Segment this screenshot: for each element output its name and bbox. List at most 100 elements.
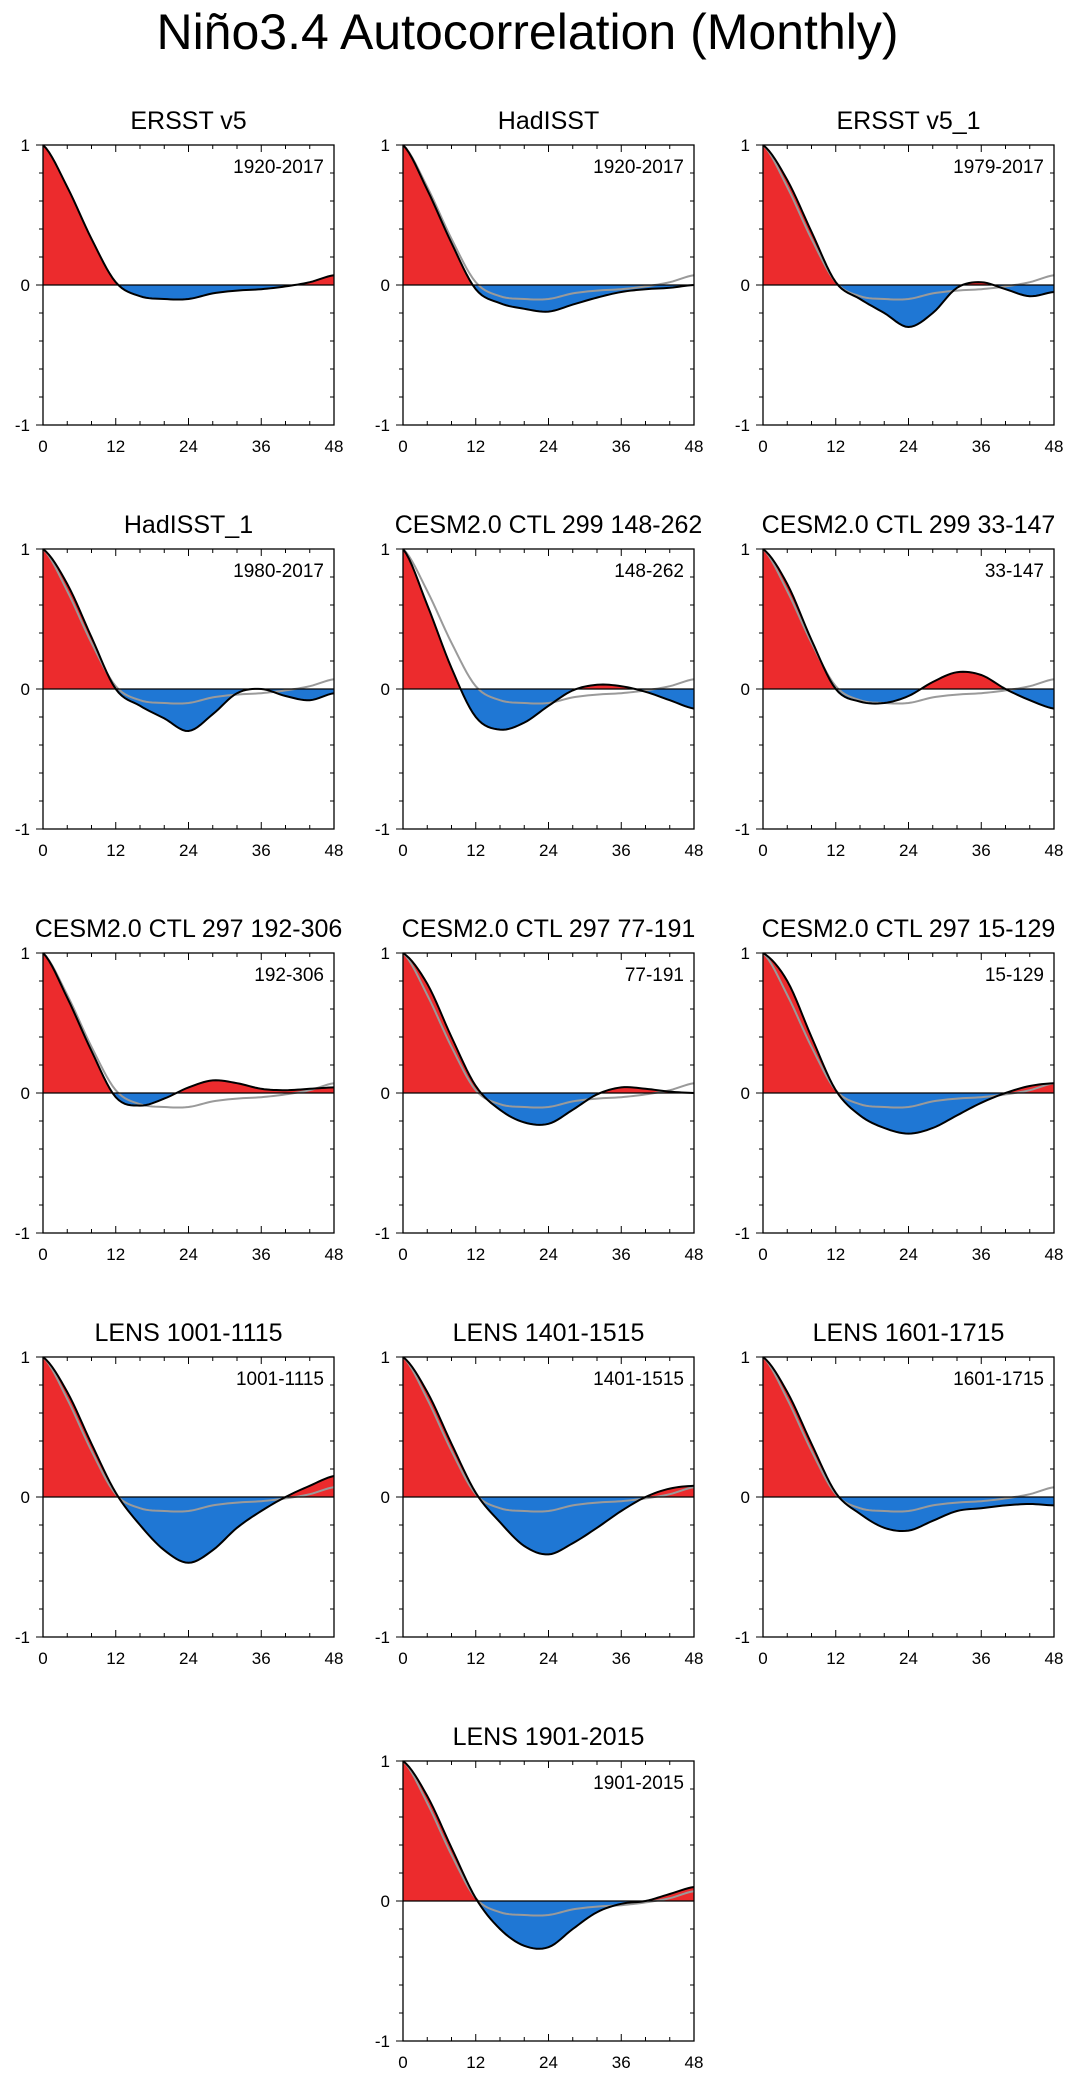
panel-title: CESM2.0 CTL 297 77-191 — [402, 915, 696, 943]
reference-line — [43, 953, 334, 1109]
series-line — [403, 953, 694, 1126]
x-tick-label: 36 — [972, 841, 991, 860]
x-tick-label: 12 — [106, 841, 125, 860]
x-tick-label: 24 — [899, 841, 918, 860]
x-tick-label: 48 — [325, 1649, 344, 1668]
period-label: 148-262 — [614, 561, 684, 582]
panel-title: LENS 1601-1715 — [813, 1319, 1005, 1347]
period-label: 15-129 — [985, 965, 1044, 986]
series-line — [43, 145, 334, 301]
x-tick-label: 0 — [758, 1649, 767, 1668]
y-tick-label: -1 — [375, 416, 390, 435]
x-tick-label: 48 — [1045, 1245, 1064, 1264]
x-tick-label: 48 — [1045, 437, 1064, 456]
series-line — [43, 1357, 334, 1564]
panel-2: HadISST 0 12 24 36 48 1 0 -1 1920-2017 — [375, 107, 704, 456]
reference-line — [43, 1357, 334, 1513]
x-tick-label: 48 — [685, 841, 704, 860]
x-tick-label: 12 — [466, 437, 485, 456]
panel-7: CESM2.0 CTL 297 192-306 0 12 24 36 48 1 0 -1 192-… — [15, 915, 344, 1264]
x-tick-label: 48 — [325, 1245, 344, 1264]
y-tick-label: -1 — [15, 1628, 30, 1647]
period-label: 192-306 — [254, 965, 324, 986]
x-tick-label: 48 — [685, 2053, 704, 2072]
period-label: 1979-2017 — [953, 157, 1044, 178]
panel-11: LENS 1401-1515 0 12 24 36 48 1 0 -1 1401-1515 — [375, 1319, 704, 1668]
reference-line — [763, 953, 1054, 1109]
y-tick-label: -1 — [735, 416, 750, 435]
y-tick-label: 0 — [21, 680, 30, 699]
y-tick-label: -1 — [15, 820, 30, 839]
y-tick-label: 1 — [381, 1348, 390, 1367]
x-tick-label: 24 — [179, 1245, 198, 1264]
reference-line — [43, 549, 334, 705]
y-tick-label: 0 — [741, 276, 750, 295]
x-tick-label: 24 — [179, 1649, 198, 1668]
x-tick-label: 0 — [398, 2053, 407, 2072]
negative-fill — [403, 1497, 694, 1555]
x-tick-label: 48 — [1045, 841, 1064, 860]
y-tick-label: 1 — [21, 540, 30, 559]
y-tick-label: 0 — [741, 680, 750, 699]
reference-line — [403, 1357, 694, 1513]
series-line — [43, 953, 334, 1107]
x-tick-label: 36 — [612, 2053, 631, 2072]
x-tick-label: 36 — [252, 841, 271, 860]
x-tick-label: 36 — [252, 1649, 271, 1668]
x-tick-label: 0 — [38, 1245, 47, 1264]
positive-fill — [403, 953, 694, 1093]
x-tick-label: 48 — [685, 1649, 704, 1668]
positive-fill — [763, 145, 1054, 285]
y-tick-label: 1 — [21, 1348, 30, 1367]
panel-title: ERSST v5_1 — [836, 107, 980, 135]
x-tick-label: 12 — [826, 841, 845, 860]
x-tick-label: 36 — [252, 437, 271, 456]
x-tick-label: 12 — [466, 1649, 485, 1668]
period-label: 33-147 — [985, 561, 1044, 582]
x-tick-label: 0 — [398, 1649, 407, 1668]
positive-fill — [763, 549, 1054, 689]
x-tick-label: 48 — [325, 437, 344, 456]
x-tick-label: 36 — [612, 437, 631, 456]
x-tick-label: 12 — [106, 437, 125, 456]
negative-fill — [43, 1497, 334, 1563]
x-tick-label: 0 — [398, 841, 407, 860]
x-tick-label: 48 — [685, 1245, 704, 1264]
negative-fill — [403, 1901, 694, 1949]
y-tick-label: 1 — [741, 540, 750, 559]
y-tick-label: 0 — [381, 1084, 390, 1103]
y-tick-label: -1 — [15, 416, 30, 435]
panel-title: CESM2.0 CTL 297 192-306 — [35, 915, 343, 943]
period-label: 1401-1515 — [593, 1369, 684, 1390]
panel-6: CESM2.0 CTL 299 33-147 0 12 24 36 48 1 0 -1 33-14… — [735, 511, 1064, 860]
series-line — [763, 953, 1054, 1135]
negative-fill — [763, 285, 1054, 327]
series-line — [403, 1761, 694, 1950]
panel-title: HadISST_1 — [124, 511, 253, 539]
negative-fill — [43, 689, 334, 731]
x-tick-label: 24 — [899, 1649, 918, 1668]
x-tick-label: 48 — [685, 437, 704, 456]
x-tick-label: 24 — [899, 1245, 918, 1264]
y-tick-label: 1 — [381, 136, 390, 155]
negative-fill — [763, 1093, 1054, 1134]
positive-fill — [43, 549, 334, 689]
x-tick-label: 0 — [38, 437, 47, 456]
panel-title: LENS 1901-2015 — [453, 1723, 645, 1751]
reference-line — [403, 145, 694, 301]
y-tick-label: 1 — [741, 1348, 750, 1367]
panel-title: CESM2.0 CTL 299 148-262 — [395, 511, 703, 539]
x-tick-label: 24 — [539, 1649, 558, 1668]
y-tick-label: 0 — [21, 1488, 30, 1507]
positive-fill — [43, 953, 334, 1093]
x-tick-label: 36 — [972, 1245, 991, 1264]
period-label: 77-191 — [625, 965, 684, 986]
x-tick-label: 36 — [972, 1649, 991, 1668]
negative-fill — [763, 689, 1054, 709]
y-tick-label: 1 — [381, 944, 390, 963]
negative-fill — [403, 1093, 694, 1125]
x-tick-label: 24 — [179, 841, 198, 860]
x-tick-label: 12 — [106, 1649, 125, 1668]
x-tick-label: 12 — [106, 1245, 125, 1264]
panel-9: CESM2.0 CTL 297 15-129 0 12 24 36 48 1 0 -1 15-12… — [735, 915, 1064, 1264]
